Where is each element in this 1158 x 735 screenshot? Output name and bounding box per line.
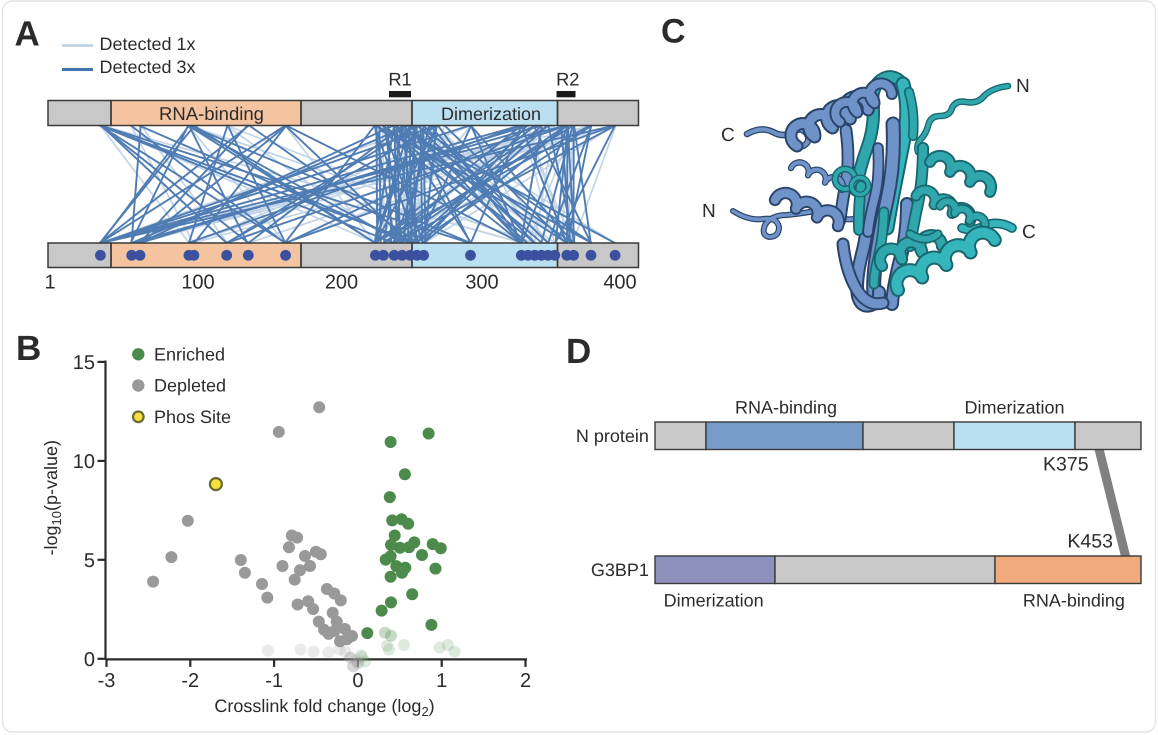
svg-text:400: 400 (603, 272, 636, 294)
svg-text:1: 1 (44, 272, 55, 294)
svg-text:Dimerization: Dimerization (964, 398, 1064, 418)
svg-text:A: A (15, 15, 40, 54)
svg-text:Dimerization: Dimerization (664, 590, 764, 610)
svg-text:Phos Site: Phos Site (154, 407, 231, 427)
svg-text:D: D (566, 332, 591, 371)
svg-text:0: 0 (352, 670, 363, 692)
svg-text:Dimerization: Dimerization (441, 104, 541, 124)
svg-text:G3BP1: G3BP1 (591, 560, 649, 580)
svg-text:R1: R1 (388, 69, 411, 90)
svg-text:N: N (702, 201, 716, 222)
svg-text:RNA-binding: RNA-binding (1023, 590, 1125, 610)
svg-text:K453: K453 (1067, 531, 1113, 553)
svg-text:100: 100 (181, 272, 214, 294)
svg-text:5: 5 (84, 550, 95, 572)
svg-text:Detected 1x: Detected 1x (100, 34, 196, 54)
svg-text:300: 300 (465, 272, 498, 294)
svg-text:K375: K375 (1043, 453, 1089, 475)
svg-text:1: 1 (436, 670, 447, 692)
svg-text:R2: R2 (556, 69, 579, 90)
svg-text:RNA-binding: RNA-binding (159, 103, 264, 124)
svg-text:B: B (16, 329, 41, 368)
svg-text:N: N (1016, 76, 1030, 97)
svg-text:C: C (721, 125, 735, 146)
svg-text:200: 200 (325, 272, 358, 294)
svg-text:2: 2 (520, 670, 531, 692)
svg-text:C: C (661, 13, 686, 51)
svg-text:-log10(p-value): -log10(p-value) (41, 440, 64, 556)
svg-text:C: C (1022, 222, 1036, 243)
svg-text:15: 15 (73, 352, 95, 374)
svg-text:N protein: N protein (576, 426, 649, 446)
svg-text:Crosslink fold change (log2): Crosslink fold change (log2) (214, 696, 434, 719)
svg-text:-1: -1 (265, 670, 283, 692)
svg-text:Detected 3x: Detected 3x (100, 57, 196, 77)
svg-text:-2: -2 (181, 670, 199, 692)
svg-text:0: 0 (84, 649, 95, 671)
svg-text:-3: -3 (98, 670, 116, 692)
svg-text:10: 10 (73, 451, 95, 473)
svg-text:Depleted: Depleted (154, 376, 226, 396)
svg-text:Enriched: Enriched (154, 344, 225, 364)
svg-text:RNA-binding: RNA-binding (735, 398, 837, 418)
